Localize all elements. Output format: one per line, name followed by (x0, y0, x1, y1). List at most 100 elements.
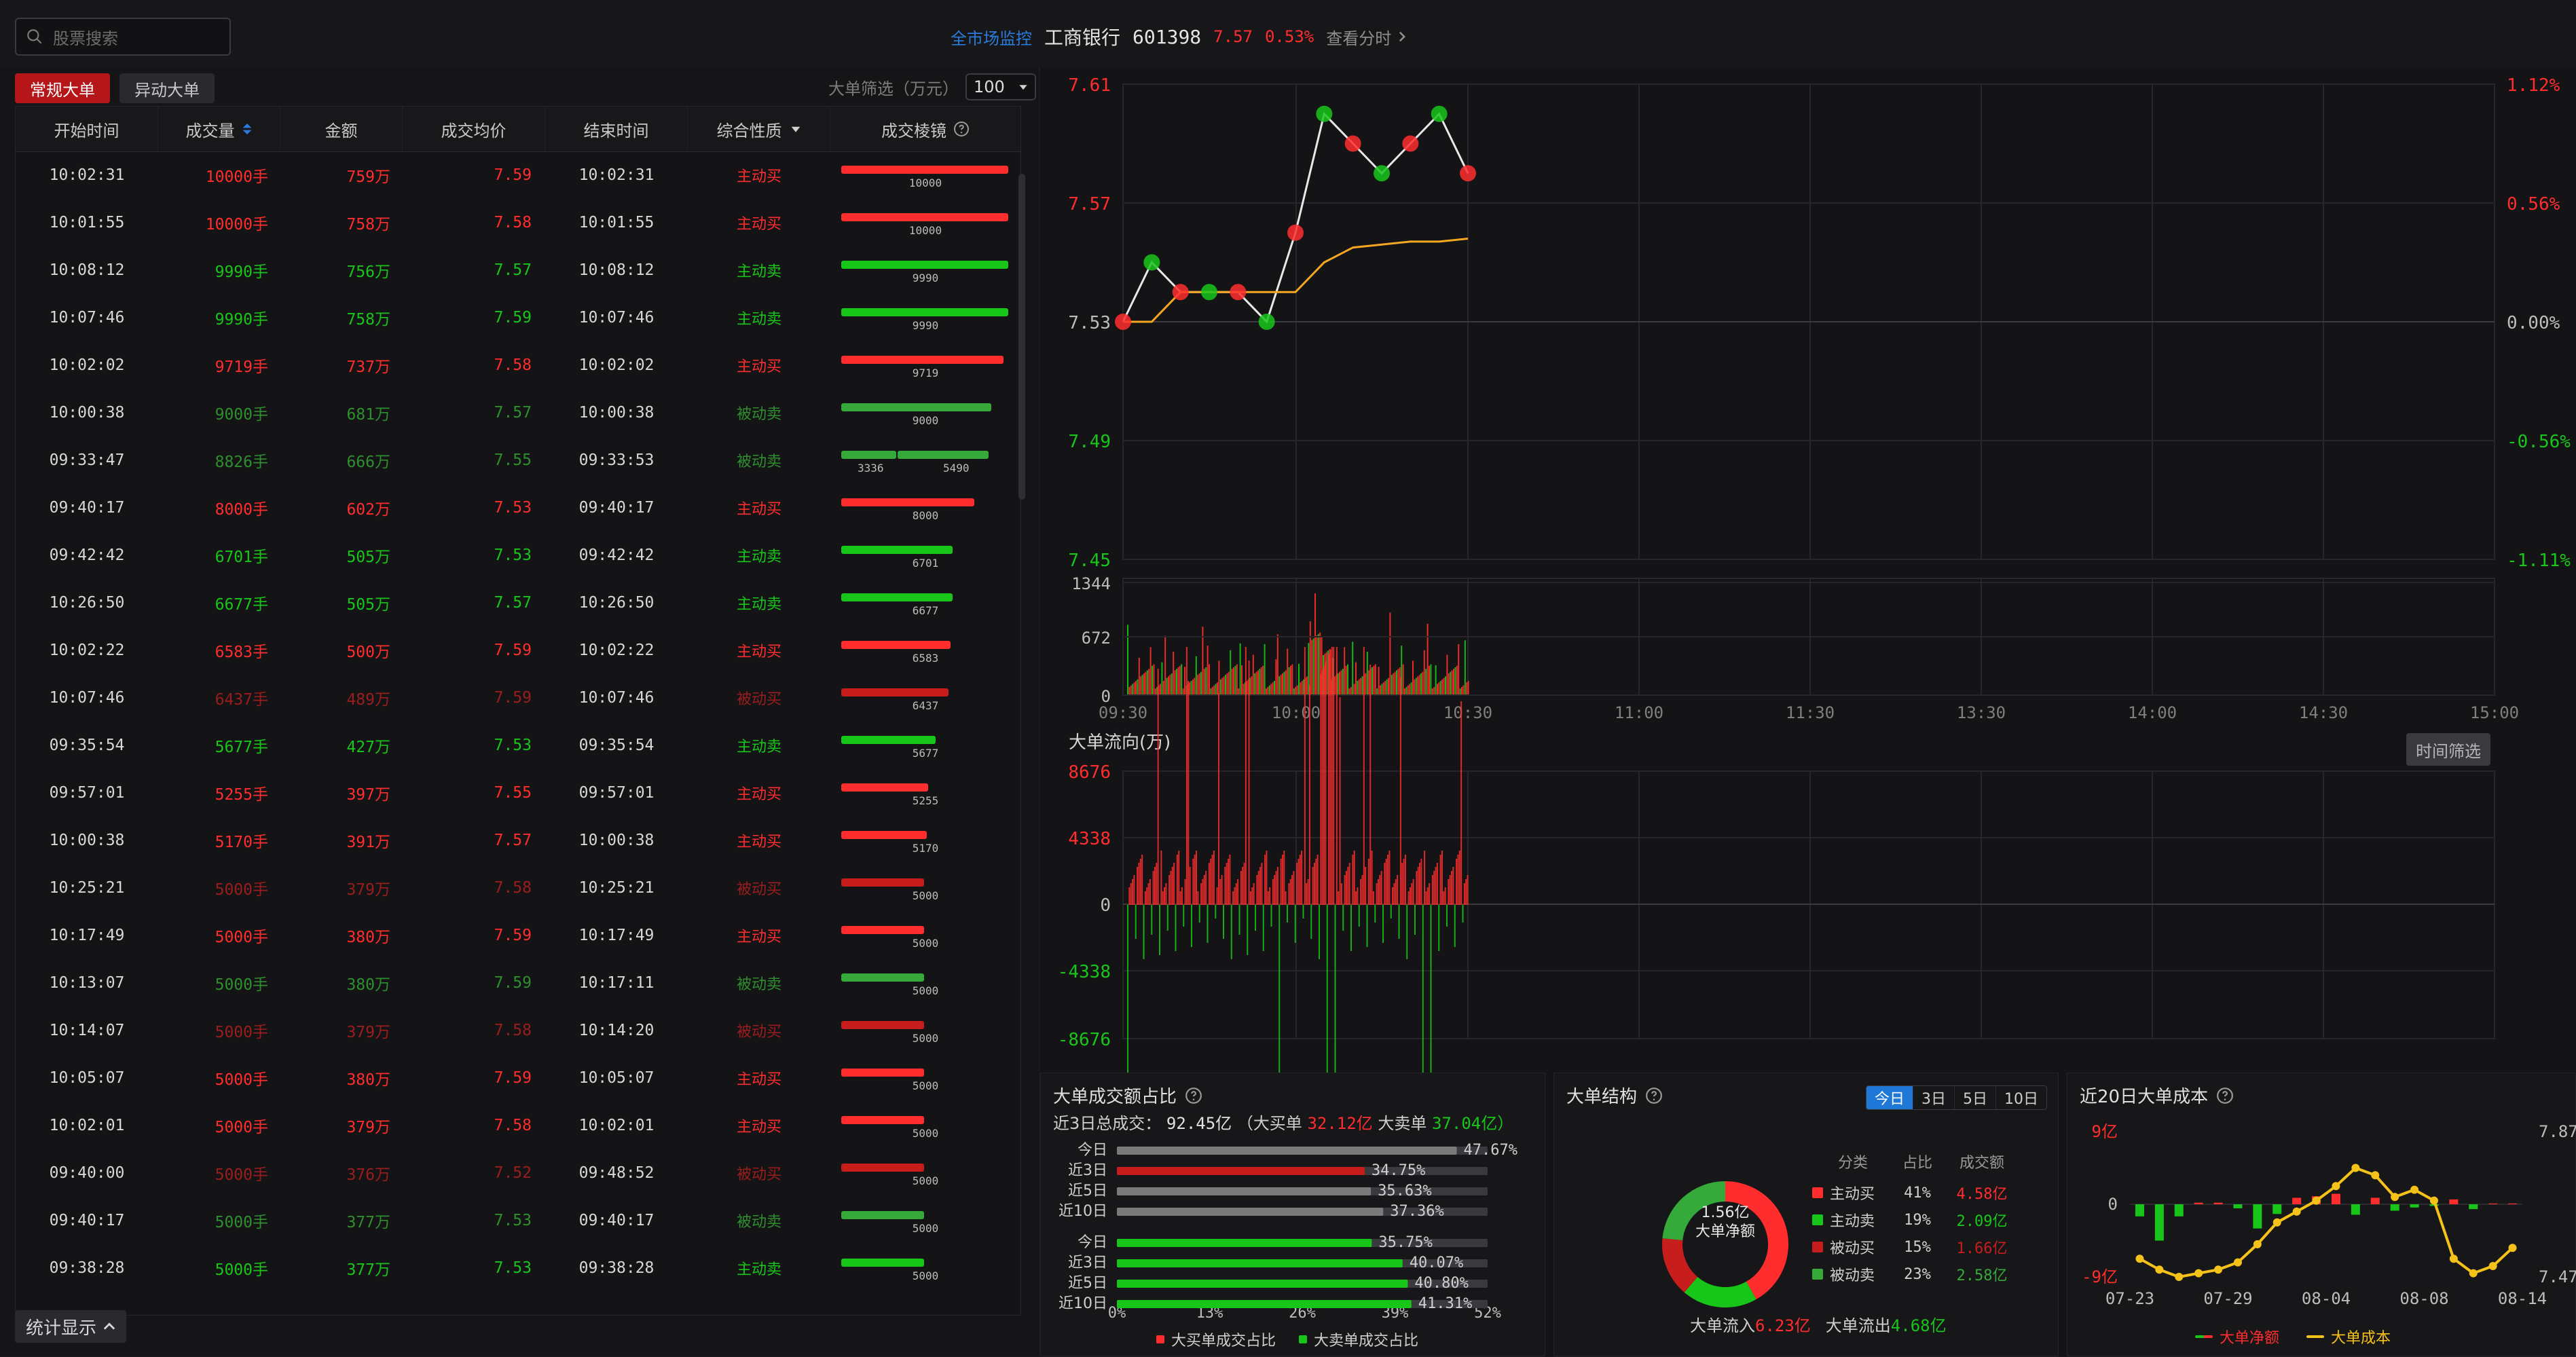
period-5d[interactable]: 5日 (1955, 1086, 1996, 1109)
table-row[interactable]: 09:40:00 5000手 376万 7.52 09:48:52 被动买 5000 (16, 1149, 1020, 1197)
help-icon[interactable] (1185, 1087, 1202, 1104)
table-row[interactable]: 10:13:07 5000手 380万 7.59 10:17:11 被动卖 5000 (16, 959, 1020, 1007)
table-row[interactable]: 10:07:46 6437手 489万 7.59 10:07:46 被动买 6437 (16, 674, 1020, 722)
cell-prism: 5677 (830, 722, 1020, 769)
volume-bar (1399, 667, 1401, 695)
flow-bar (1253, 883, 1255, 905)
cell-amount: 376万 (346, 1166, 390, 1184)
flow-bar (1272, 879, 1274, 905)
x-tick-label: 10:00 (1272, 703, 1321, 722)
table-row[interactable]: 10:00:38 9000手 681万 7.57 10:00:38 被动卖 9000 (16, 389, 1020, 436)
prism-segment (841, 831, 927, 839)
prism-bar: 10000 (841, 208, 1010, 238)
th-start[interactable]: 开始时间 (16, 107, 158, 151)
period-today[interactable]: 今日 (1866, 1086, 1913, 1109)
cell-start-time: 09:40:17 (49, 499, 125, 517)
cell-avg-price: 7.58 (494, 1022, 532, 1039)
cell-amount: 391万 (346, 834, 390, 851)
flow-bar (1275, 871, 1277, 905)
table-row[interactable]: 10:02:31 10000手 759万 7.59 10:02:31 主动买 10000 (16, 151, 1020, 199)
table-row[interactable]: 10:17:49 5000手 380万 7.59 10:17:49 主动买 5000 (16, 912, 1020, 959)
structure-row: 被动卖 23% 2.58亿 (1812, 1261, 2043, 1288)
flow-bar (1130, 883, 1132, 905)
volume-bar (1439, 681, 1441, 695)
table-row[interactable]: 10:01:55 10000手 758万 7.58 10:01:55 主动买 10000 (16, 199, 1020, 246)
table-row[interactable]: 10:05:07 5000手 380万 7.59 10:05:07 主动买 5000 (16, 1054, 1020, 1102)
prism-segment (841, 308, 1008, 316)
table-row[interactable]: 09:33:47 8826手 666万 7.55 09:33:53 被动卖 3336 5490 (16, 436, 1020, 484)
th-prism[interactable]: 成交棱镜 (830, 107, 1020, 151)
table-row[interactable]: 09:38:28 5000手 377万 7.53 09:38:28 主动卖 5000 (16, 1244, 1020, 1292)
view-time-link[interactable]: 查看分时 (1326, 25, 1407, 49)
table-row[interactable]: 10:02:22 6583手 500万 7.59 10:02:22 主动买 6583 (16, 627, 1020, 674)
flow-bar (1132, 879, 1134, 905)
period-10d[interactable]: 10日 (2004, 1091, 2038, 1108)
volume-bar (1454, 667, 1456, 695)
table-row[interactable]: 10:02:01 5000手 379万 7.58 10:02:01 主动买 5000 (16, 1102, 1020, 1149)
filter-select[interactable]: 100 (965, 73, 1036, 100)
panel-20d-cost: 近20日大单成本 9亿 0 -9亿 7.87 7.47 07-23 07-29 08-04 08… (2067, 1073, 2576, 1356)
flow-bar (1287, 905, 1288, 923)
p1-row-label: 近10日 (1059, 1203, 1107, 1220)
th-end[interactable]: 结束时间 (545, 107, 688, 151)
th-nature[interactable]: 综合性质 (688, 107, 830, 151)
volume-bar (1160, 684, 1161, 695)
donut-center: 1.56亿 大单净额 (1664, 1204, 1786, 1242)
cell-start-time: 09:38:28 (49, 1259, 125, 1277)
flow-bar (1257, 871, 1259, 905)
table-row[interactable]: 10:02:02 9719手 737万 7.58 10:02:02 主动买 9719 (16, 341, 1020, 389)
flow-bar (1141, 855, 1143, 905)
table-row[interactable]: 09:42:42 6701手 505万 7.53 09:42:42 主动卖 6701 (16, 532, 1020, 579)
th-volume[interactable]: 成交量 (158, 107, 280, 151)
table-rows: 10:02:31 10000手 759万 7.59 10:02:31 主动买 10000 10… (16, 151, 1020, 1315)
th-avg-price[interactable]: 成交均价 (403, 107, 545, 151)
filter-dropdown-icon[interactable] (790, 124, 801, 134)
cell-avg-price: 7.59 (494, 927, 532, 944)
help-icon[interactable] (2216, 1087, 2234, 1104)
table-row[interactable]: 10:08:12 9990手 756万 7.57 10:08:12 主动卖 9990 (16, 246, 1020, 294)
volume-bar (1140, 676, 1142, 695)
volume-bar (1376, 688, 1378, 695)
table-row[interactable]: 10:26:50 6677手 505万 7.57 10:26:50 主动卖 6677 (16, 579, 1020, 627)
structure-swatch (1812, 1214, 1823, 1225)
table-row[interactable]: 10:07:46 9990手 758万 7.59 10:07:46 主动卖 9990 (16, 294, 1020, 341)
volume-bar (1234, 665, 1236, 695)
table-row[interactable]: 09:40:17 8000手 602万 7.53 09:40:17 主动买 8000 (16, 484, 1020, 532)
table-row[interactable]: 10:25:21 5000手 379万 7.58 10:25:21 被动买 5000 (16, 864, 1020, 912)
sort-icon[interactable] (242, 122, 253, 136)
table-row[interactable]: 09:35:54 5677手 427万 7.53 09:35:54 主动卖 5677 (16, 722, 1020, 769)
table-row[interactable]: 10:14:07 5000手 379万 7.58 10:14:20 被动买 5000 (16, 1007, 1020, 1054)
table-row[interactable]: 09:57:01 5255手 397万 7.55 09:57:01 主动买 5255 (16, 769, 1020, 817)
table-scrollbar[interactable] (1018, 174, 1025, 500)
cell-start-time: 09:57:01 (49, 784, 125, 802)
stock-search[interactable]: 股票搜索 (15, 18, 231, 56)
cell-start-time: 09:42:42 (49, 546, 125, 564)
flow-bar (1304, 647, 1306, 905)
tab-regular-large-orders[interactable]: 常规大单 (15, 73, 110, 103)
th-amount[interactable]: 金额 (280, 107, 403, 151)
flow-bar (1217, 693, 1219, 905)
cell-amount: 379万 (346, 881, 390, 899)
legend-swatch-sell (1299, 1335, 1308, 1343)
volume-bar (1154, 688, 1156, 695)
prism-bar: 3336 5490 (841, 445, 1010, 475)
table-row[interactable]: 09:40:17 5000手 377万 7.53 09:40:17 被动卖 5000 (16, 1197, 1020, 1244)
p3-cost-point (2410, 1185, 2419, 1194)
table-row[interactable]: 10:00:38 5170手 391万 7.57 10:00:38 主动买 5170 (16, 817, 1020, 864)
structure-category: 被动卖 (1812, 1263, 1894, 1285)
stat-display-button[interactable]: 统计显示 (15, 1310, 127, 1343)
period-3d[interactable]: 3日 (1913, 1086, 1955, 1109)
tab-abnormal-large-orders[interactable]: 异动大单 (119, 73, 215, 103)
flow-bar (1452, 867, 1454, 905)
cell-avg-price: 7.52 (494, 1164, 532, 1182)
prism-label: 5000 (912, 984, 939, 997)
time-filter-button[interactable]: 时间筛选 (2406, 733, 2490, 766)
market-monitor-link[interactable]: 全市场监控 (951, 29, 1032, 48)
p3-net-bar (2194, 1202, 2203, 1204)
cell-avg-price: 7.58 (494, 214, 532, 231)
p3-net-bar (2233, 1204, 2243, 1208)
legend-buy-text: 大买单成交占比 (1171, 1333, 1276, 1350)
help-icon[interactable] (1645, 1087, 1663, 1104)
help-icon[interactable] (953, 121, 970, 137)
cell-amount: 666万 (346, 453, 390, 471)
